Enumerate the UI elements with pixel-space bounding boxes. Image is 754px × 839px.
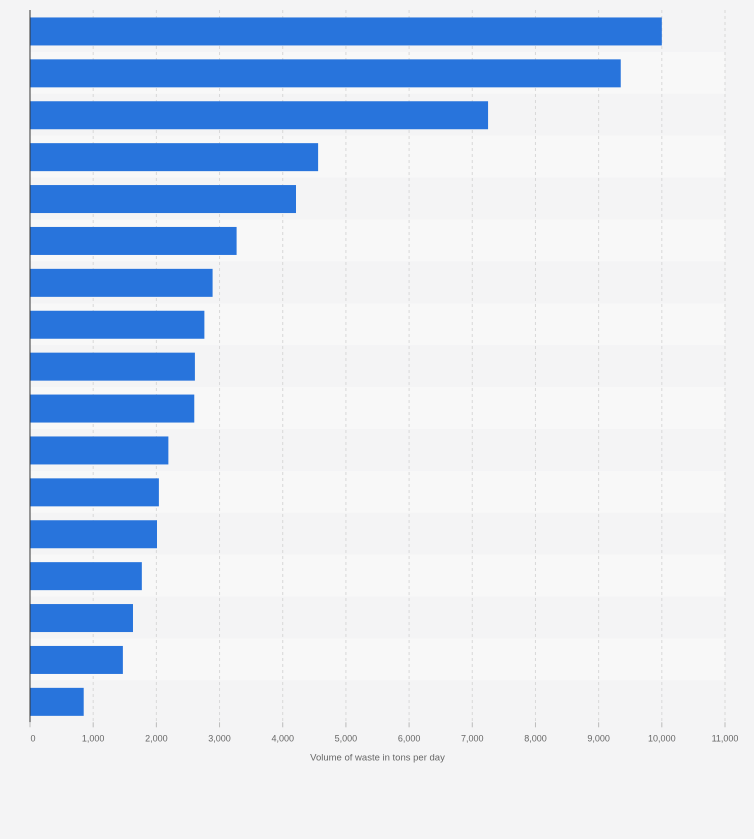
row-band — [30, 638, 725, 681]
bar[interactable] — [30, 17, 662, 46]
bar[interactable] — [30, 101, 489, 130]
tick-label: 10,000 — [648, 733, 676, 743]
x-axis-ticks: 0 1,000 2,000 3,000 4,000 5,000 6,000 7,000 8,00… — [29, 722, 739, 743]
tick-label: 3,000 — [208, 733, 231, 743]
tick-label: 9,000 — [587, 733, 610, 743]
row-band — [30, 554, 725, 597]
bars — [30, 17, 662, 716]
bar[interactable] — [30, 645, 123, 674]
tick-label: 0 — [30, 733, 35, 743]
bar[interactable] — [30, 226, 237, 255]
tick-label: 6,000 — [398, 733, 421, 743]
bar[interactable] — [30, 268, 213, 297]
tick-label: 11,000 — [712, 733, 739, 743]
bar[interactable] — [30, 478, 159, 507]
bar[interactable] — [30, 59, 621, 88]
tick-label: 7,000 — [461, 733, 484, 743]
row-band — [30, 596, 725, 639]
bar[interactable] — [30, 436, 169, 465]
bar[interactable] — [30, 604, 133, 633]
bar[interactable] — [30, 185, 296, 214]
bar[interactable] — [30, 562, 142, 591]
tick-label: 2,000 — [145, 733, 168, 743]
tick-label: 8,000 — [524, 733, 547, 743]
bar[interactable] — [30, 352, 195, 381]
bar[interactable] — [30, 687, 84, 716]
tick-label: 5,000 — [335, 733, 358, 743]
row-band — [30, 680, 725, 723]
x-axis-title: Volume of waste in tons per day — [310, 752, 445, 763]
bar[interactable] — [30, 394, 195, 423]
bar[interactable] — [30, 143, 319, 172]
tick-label: 4,000 — [271, 733, 294, 743]
bar[interactable] — [30, 520, 157, 549]
tick-label: 1,000 — [82, 733, 105, 743]
bar[interactable] — [30, 310, 205, 339]
